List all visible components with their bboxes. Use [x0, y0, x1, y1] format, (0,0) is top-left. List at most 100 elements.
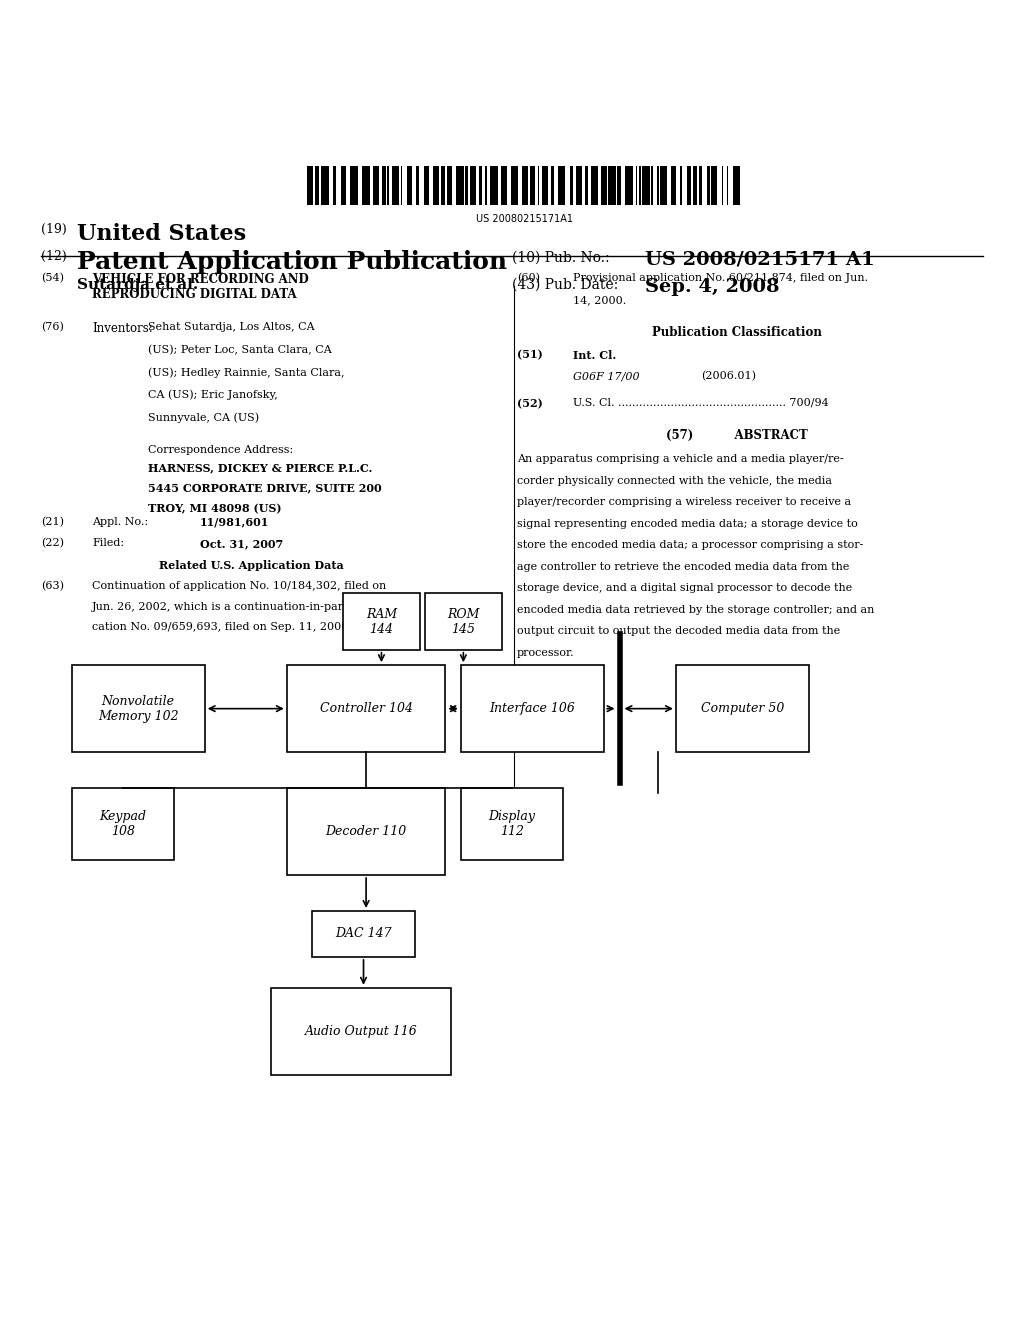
Text: (52): (52) [517, 397, 543, 409]
Text: Jun. 26, 2002, which is a continuation-in-part of appli-: Jun. 26, 2002, which is a continuation-i… [92, 602, 398, 611]
Text: (US); Hedley Rainnie, Santa Clara,: (US); Hedley Rainnie, Santa Clara, [148, 367, 345, 378]
Text: Publication Classification: Publication Classification [652, 326, 822, 339]
Bar [387, 166, 389, 206]
Bar [433, 166, 439, 206]
Text: An apparatus comprising a vehicle and a media player/re-: An apparatus comprising a vehicle and a … [517, 454, 844, 465]
Text: (76): (76) [41, 322, 63, 333]
Bar [401, 166, 402, 206]
Bar [711, 166, 717, 206]
Bar [642, 166, 649, 206]
Bar [334, 166, 336, 206]
Text: (22): (22) [41, 539, 63, 548]
Text: Patent Application Publication: Patent Application Publication [77, 251, 507, 275]
Text: output circuit to output the decoded media data from the: output circuit to output the decoded med… [517, 626, 841, 636]
Bar [636, 166, 637, 206]
Bar [374, 166, 380, 206]
Bar [315, 166, 319, 206]
Bar [726, 166, 728, 206]
Text: DAC 147: DAC 147 [335, 928, 392, 940]
Text: US 20080215171A1: US 20080215171A1 [476, 214, 572, 223]
Bar [362, 166, 371, 206]
Bar [425, 594, 502, 649]
Bar [680, 166, 682, 206]
Text: (12): (12) [41, 251, 67, 264]
Text: (63): (63) [41, 581, 63, 591]
Bar [575, 166, 582, 206]
Text: storage device, and a digital signal processor to decode the: storage device, and a digital signal pro… [517, 583, 852, 593]
Bar [350, 166, 358, 206]
Bar [287, 788, 445, 875]
Text: player/recorder comprising a wireless receiver to receive a: player/recorder comprising a wireless re… [517, 498, 851, 507]
Text: (2006.01): (2006.01) [701, 371, 757, 381]
Bar [651, 166, 652, 206]
Bar [466, 166, 469, 206]
Text: Display
112: Display 112 [488, 810, 536, 838]
Text: Continuation of application No. 10/184,302, filed on: Continuation of application No. 10/184,3… [92, 581, 386, 591]
Text: (51): (51) [517, 350, 543, 360]
Text: corder physically connected with the vehicle, the media: corder physically connected with the veh… [517, 475, 833, 486]
Bar [617, 166, 621, 206]
Text: Audio Output 116: Audio Output 116 [304, 1024, 418, 1038]
Bar [287, 665, 445, 752]
Bar [512, 166, 518, 206]
Text: 5445 CORPORATE DRIVE, SUITE 200: 5445 CORPORATE DRIVE, SUITE 200 [148, 483, 382, 494]
Text: Decoder 110: Decoder 110 [326, 825, 407, 838]
Text: (19): (19) [41, 223, 67, 236]
Text: Sehat Sutardja, Los Altos, CA: Sehat Sutardja, Los Altos, CA [148, 322, 315, 333]
Text: RAM
144: RAM 144 [366, 607, 397, 636]
Bar [625, 166, 633, 206]
Text: (60): (60) [517, 273, 540, 284]
Text: CA (US); Eric Janofsky,: CA (US); Eric Janofsky, [148, 389, 279, 400]
Bar [271, 987, 451, 1074]
Text: signal representing encoded media data; a storage device to: signal representing encoded media data; … [517, 519, 858, 529]
Text: 11/981,601: 11/981,601 [200, 516, 269, 528]
Bar [657, 166, 658, 206]
Bar [343, 594, 420, 649]
Bar [470, 166, 476, 206]
Text: (US); Peter Loc, Santa Clara, CA: (US); Peter Loc, Santa Clara, CA [148, 345, 332, 355]
Bar [692, 166, 697, 206]
Bar [686, 166, 691, 206]
Bar [698, 166, 701, 206]
Bar [660, 166, 667, 206]
Text: Appl. No.:: Appl. No.: [92, 516, 148, 527]
Bar [543, 166, 549, 206]
Text: (57)          ABSTRACT: (57) ABSTRACT [667, 429, 808, 442]
Text: Sutardja et al.: Sutardja et al. [77, 279, 198, 292]
Text: age controller to retrieve the encoded media data from the: age controller to retrieve the encoded m… [517, 562, 850, 572]
Bar [307, 166, 313, 206]
Bar [392, 166, 399, 206]
Text: TROY, MI 48098 (US): TROY, MI 48098 (US) [148, 503, 282, 515]
Text: ROM
145: ROM 145 [447, 607, 479, 636]
Text: Oct. 31, 2007: Oct. 31, 2007 [200, 539, 283, 549]
Bar [341, 166, 346, 206]
Bar [322, 166, 329, 206]
Text: Provisional application No. 60/211,874, filed on Jun.: Provisional application No. 60/211,874, … [573, 273, 868, 282]
Text: (54): (54) [41, 273, 63, 284]
Bar [551, 166, 555, 206]
Text: Int. Cl.: Int. Cl. [573, 350, 616, 360]
Bar [461, 788, 563, 859]
Bar [639, 166, 640, 206]
Bar [676, 665, 809, 752]
Bar [501, 166, 507, 206]
Bar [586, 166, 588, 206]
Bar [732, 166, 740, 206]
Bar [557, 166, 565, 206]
Text: Interface 106: Interface 106 [489, 702, 575, 715]
Text: Related U.S. Application Data: Related U.S. Application Data [159, 560, 343, 570]
Text: (43) Pub. Date:: (43) Pub. Date: [512, 279, 618, 292]
Text: Sunnyvale, CA (US): Sunnyvale, CA (US) [148, 412, 260, 422]
Bar [479, 166, 482, 206]
Text: Inventors:: Inventors: [92, 322, 153, 335]
Text: Correspondence Address:: Correspondence Address: [148, 445, 294, 455]
Text: (21): (21) [41, 516, 63, 527]
Bar [72, 665, 205, 752]
Bar [457, 166, 464, 206]
Bar [312, 911, 415, 957]
Text: Filed:: Filed: [92, 539, 124, 548]
Text: processor.: processor. [517, 648, 574, 657]
Bar [408, 166, 412, 206]
Bar [461, 665, 604, 752]
Bar [600, 166, 606, 206]
